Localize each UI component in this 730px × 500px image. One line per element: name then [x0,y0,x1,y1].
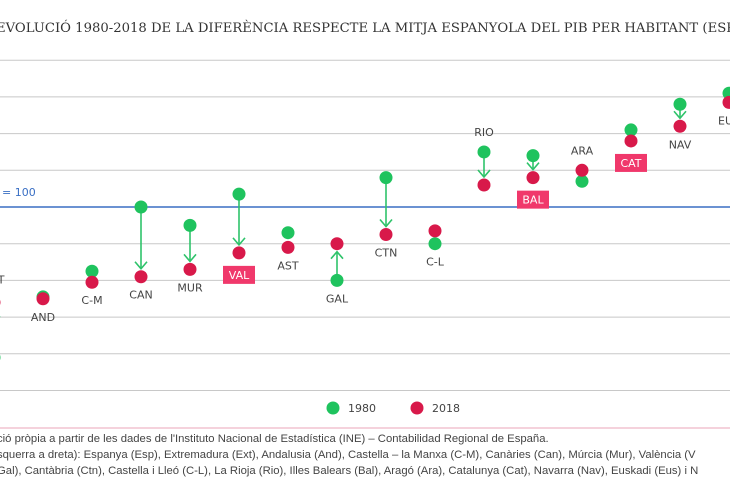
category-label: CAN [129,289,152,302]
arrow-head [330,250,344,260]
point-2018-val [232,246,246,260]
point-2018-c-l [428,224,442,238]
arrow-head [232,237,246,247]
category-label: CTN [375,247,398,260]
category-label: RIO [474,126,494,139]
chart-title: EVOLUCIÓ 1980-2018 DE LA DIFERÈNCIA RESP… [0,19,730,36]
point-2018-c-m [85,275,99,289]
point-1980-ara [575,174,589,188]
point-1980-nav [673,97,687,111]
category-label: MUR [177,281,203,294]
category-label: C-L [426,256,445,269]
grid: = 100 [0,59,730,429]
arrow-head [526,162,540,171]
marks: EXT AND C-M CAN MUR VAL AST GAL CTN C-L RIO BAL ARA C… [0,86,730,360]
point-1980-gal [330,273,344,287]
arrow-head [477,169,491,179]
point-1980-c-l [428,237,442,251]
point-2018-mur [183,262,197,276]
point-2018-gal [330,237,344,251]
point-1980-cat [624,123,638,137]
legend-label: 2018 [432,402,460,415]
legend: 1980 2018 [326,401,460,415]
category-label: AND [31,311,55,324]
highlight-box [615,153,647,172]
point-1980-bal [526,149,540,163]
category-label: GAL [326,292,349,305]
arrow-head [183,253,197,263]
footnote-order-cont: Gal), Cantàbria (Ctn), Castella i Lleó (… [0,465,699,477]
legend-marker [410,401,424,415]
point-2018-and [36,292,50,306]
category-label: ARA [571,144,594,157]
point-1980-ctn [379,171,393,185]
footnote-order: squerra a dreta): Espanya (Esp), Extrema… [0,449,696,461]
point-2018-ext [0,299,1,305]
point-2018-ara [575,163,589,177]
point-1980-rio [477,145,491,159]
point-1980-c-m [85,264,99,278]
point-2018-ast [281,240,295,254]
point-2018-bal [526,171,540,185]
point-2018-eus [722,95,730,109]
category-label: NAV [669,138,692,151]
category-label: CAT [620,157,641,170]
reference-line-label: = 100 [2,186,36,199]
point-1980-mur [183,218,197,232]
point-1980-ast [281,226,295,240]
category-label: AST [277,259,299,272]
arrow-head [379,219,393,228]
point-2018-cat [624,134,638,148]
arrow-head [134,261,148,270]
category-label: C-M [81,294,102,307]
point-2018-rio [477,178,491,192]
point-1980-can [134,200,148,214]
highlight-box [223,265,255,284]
legend-marker [326,401,340,415]
arrow-head [673,110,687,120]
point-2018-ctn [379,228,393,242]
point-2018-can [134,270,148,284]
category-label: BAL [522,194,544,207]
legend-label: 1980 [348,402,376,415]
point-1980-val [232,187,246,201]
category-label: EUS [718,114,730,127]
footnote-source: ció pròpia a partir de les dades de l'In… [0,433,549,445]
category-label: VAL [229,269,250,282]
category-label: EXT [0,273,5,286]
point-2018-nav [673,119,687,133]
highlight-box [517,190,549,209]
point-1980-ext [0,354,1,360]
